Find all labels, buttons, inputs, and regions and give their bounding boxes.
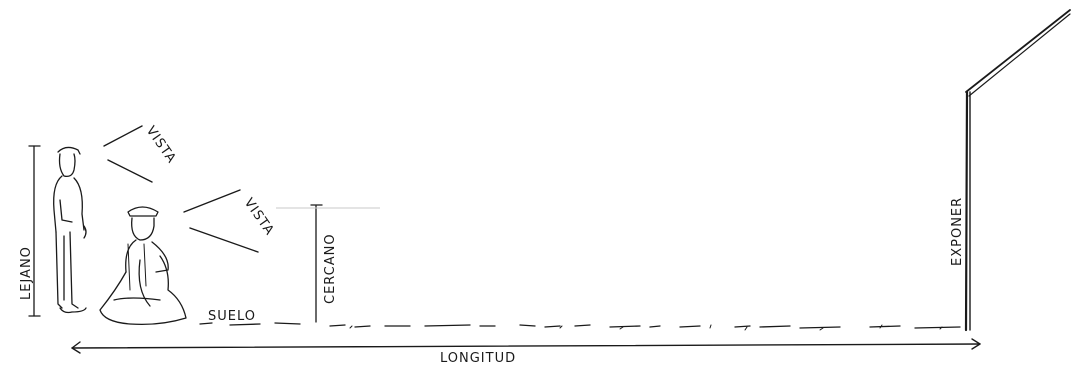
wall [964,9,1071,332]
ground-line [199,322,961,331]
suelo-label: SUELO [208,309,256,324]
longitud-label: LONGITUD [440,351,516,366]
longitud-arrow [71,338,981,354]
vista-lines-standing [103,125,153,183]
exponer-label: EXPONER [950,197,965,266]
standing-person [53,146,87,314]
vista-lines-seated [183,189,259,253]
seated-person [99,206,187,326]
cercano-label: CERCANO [323,233,338,304]
lejano-label: LEJANO [19,246,34,300]
vista-seated-label: VISTA [241,196,277,239]
cercano-height-marker [310,204,323,323]
vista-standing-label: VISTA [143,124,179,167]
lejano-height-marker [28,145,41,317]
